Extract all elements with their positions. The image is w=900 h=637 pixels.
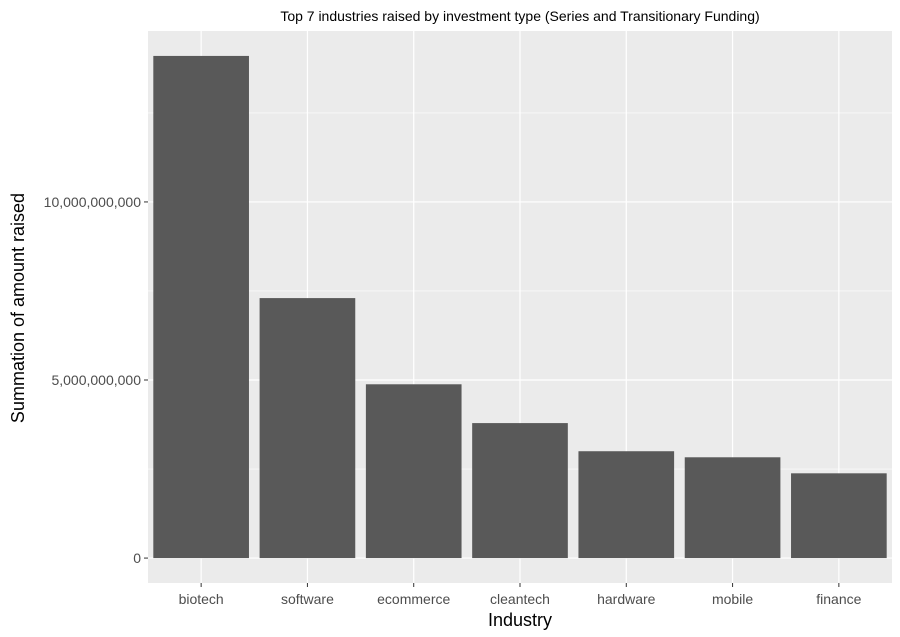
bar-mobile	[684, 457, 781, 559]
bar-biotech	[153, 55, 249, 559]
bars	[153, 55, 887, 559]
y-tick-label: 0	[133, 550, 141, 566]
bar-software	[259, 298, 356, 559]
x-tick-label-hardware: hardware	[597, 591, 656, 607]
x-axis: biotech software ecommerce cleantech hardwar…	[179, 583, 862, 607]
y-tick-label: 5,000,000,000	[51, 372, 141, 388]
y-axis: 0 5,000,000,000 10,000,000,000	[44, 194, 148, 566]
x-tick-label-mobile: mobile	[712, 591, 753, 607]
x-tick-label-biotech: biotech	[179, 591, 224, 607]
chart-title: Top 7 industries raised by investment ty…	[280, 8, 759, 24]
y-axis-title: Summation of amount raised	[8, 193, 28, 423]
x-axis-title: Industry	[488, 610, 552, 630]
y-tick-label: 10,000,000,000	[44, 194, 142, 210]
bar-ecommerce	[365, 384, 462, 559]
bar-hardware	[578, 451, 675, 559]
x-tick-label-software: software	[281, 591, 334, 607]
bar-finance	[791, 473, 887, 559]
x-tick-label-ecommerce: ecommerce	[377, 591, 450, 607]
x-tick-label-cleantech: cleantech	[490, 591, 550, 607]
x-tick-label-finance: finance	[816, 591, 861, 607]
bar-cleantech	[472, 423, 568, 559]
